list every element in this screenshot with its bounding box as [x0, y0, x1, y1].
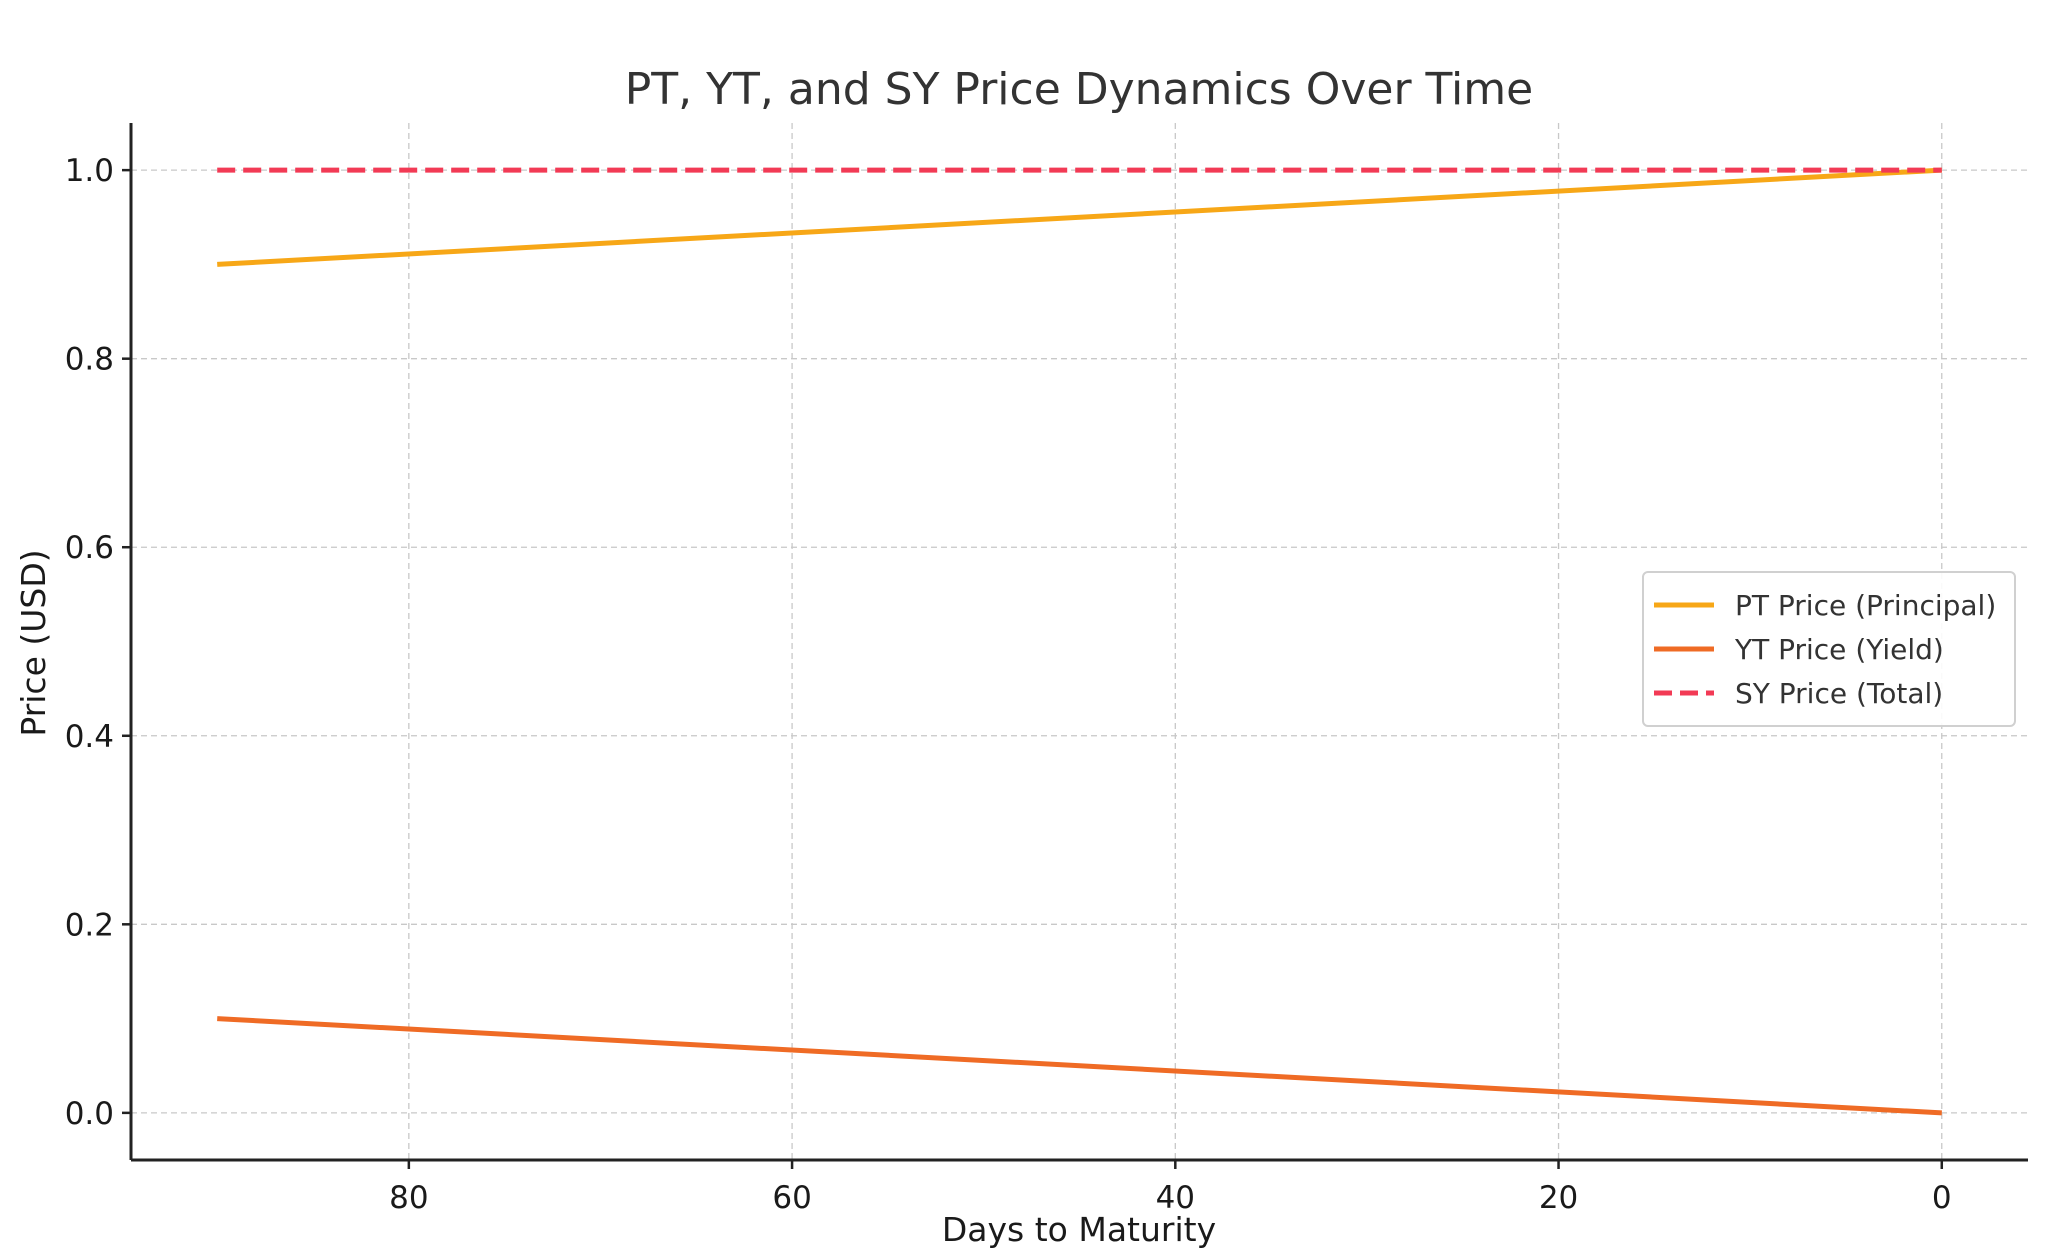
legend-label-1: PT Price (Principal)	[1735, 589, 1996, 622]
legend: PT Price (Principal) YT Price (Yield) SY P…	[1642, 571, 2016, 727]
chart-title: PT, YT, and SY Price Dynamics Over Time	[625, 64, 1533, 115]
series-lines	[217, 167, 1942, 1116]
x-tick-label: 20	[1539, 1180, 1578, 1216]
x-tick-label: 60	[772, 1180, 811, 1216]
x-tick-label: 40	[1156, 1180, 1195, 1216]
y-axis-label: Price (USD)	[14, 549, 53, 736]
legend-box	[1642, 571, 2016, 727]
x-tick-label: 80	[389, 1180, 428, 1216]
series-line-2	[217, 1016, 1942, 1116]
series-line-1	[217, 167, 1942, 267]
y-tick-label: 0.8	[65, 342, 114, 378]
y-tick-label: 0.2	[65, 907, 114, 943]
y-tick-label: 0.4	[65, 719, 114, 755]
axes: 80 60 40 20 0 0.0 0.2 0.4 0.6 0.8 1.0	[65, 123, 2028, 1216]
y-tick-label: 0.6	[65, 530, 114, 566]
x-axis-label: Days to Maturity	[942, 1210, 1216, 1249]
y-tick-label: 1.0	[65, 153, 114, 189]
legend-label-2: YT Price (Yield)	[1734, 633, 1944, 666]
y-tick-label: 0.0	[65, 1096, 114, 1132]
legend-label-3: SY Price (Total)	[1735, 677, 1943, 710]
x-tick-label: 0	[1932, 1180, 1952, 1216]
